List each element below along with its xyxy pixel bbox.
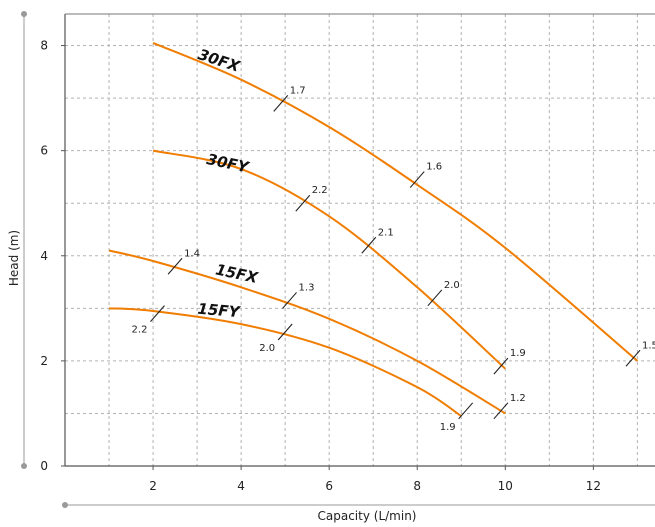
efficiency-marker-label: 1.6 [426,162,442,173]
x-tick-label: 2 [149,479,157,493]
efficiency-marker-label: 1.7 [290,85,306,96]
efficiency-marker-label: 1.4 [184,248,200,259]
series-name-label: 15FY [197,300,243,322]
x-tick-label: 6 [325,479,333,493]
y-tick-label: 8 [40,39,48,53]
efficiency-marker-label: 1.9 [440,422,456,433]
efficiency-marker [409,171,425,188]
efficiency-marker-label: 2.0 [444,280,460,291]
y-tick-label: 0 [40,459,48,473]
series-name-label: 15FX [214,260,261,287]
efficiency-marker [273,94,289,112]
efficiency-marker [295,194,311,212]
efficiency-marker [427,289,443,307]
efficiency-marker [493,402,509,420]
efficiency-marker [282,292,297,309]
y-tick-label: 6 [40,144,48,158]
efficiency-marker-label: 2.2 [132,325,148,336]
curve-markers: 1.7 1.6 1.5 2.2 2.1 2.0 1.9 1.4 1.3 1.2 2.2 2.0 1.9 [132,85,655,432]
y-axis-guide-dot-top [21,11,27,17]
efficiency-marker-label: 1.9 [510,348,526,359]
series-line-30fx [152,41,639,362]
curve-name-labels: 30FX 30FY 15FX 15FY [196,45,261,321]
curves [108,41,639,417]
x-tick-label: 10 [498,479,513,493]
efficiency-marker [458,402,474,420]
tick-labels: 2 4 6 8 10 12 0 2 4 6 8 [40,39,601,493]
y-axis-title: Head (m) [7,230,21,286]
x-axis-guide-dot-left [62,502,68,508]
efficiency-marker-label: 1.5 [642,340,655,351]
efficiency-marker-label: 2.1 [378,227,394,238]
efficiency-marker-label: 2.0 [259,343,275,354]
y-tick-label: 2 [40,354,48,368]
x-tick-label: 8 [413,479,421,493]
series-line-15fx [108,249,506,415]
series-line-15fy [108,307,462,417]
efficiency-marker [361,236,377,254]
efficiency-marker-label: 2.2 [312,185,328,196]
y-tick-label: 4 [40,249,48,263]
efficiency-marker-label: 1.2 [510,393,526,404]
x-tick-label: 4 [237,479,245,493]
efficiency-marker [150,305,165,322]
efficiency-marker [167,257,183,275]
efficiency-marker [493,357,509,375]
series-name-label: 30FY [205,150,252,177]
efficiency-marker [277,323,293,341]
efficiency-marker-label: 1.3 [299,282,315,293]
y-axis-guide-dot-bottom [21,463,27,469]
series-name-label: 30FX [196,45,244,76]
axis-frame [21,11,655,508]
x-axis-title: Capacity (L/min) [318,509,417,523]
efficiency-marker [625,349,641,367]
series-line-30fy [152,149,506,370]
x-tick-label: 12 [586,479,601,493]
